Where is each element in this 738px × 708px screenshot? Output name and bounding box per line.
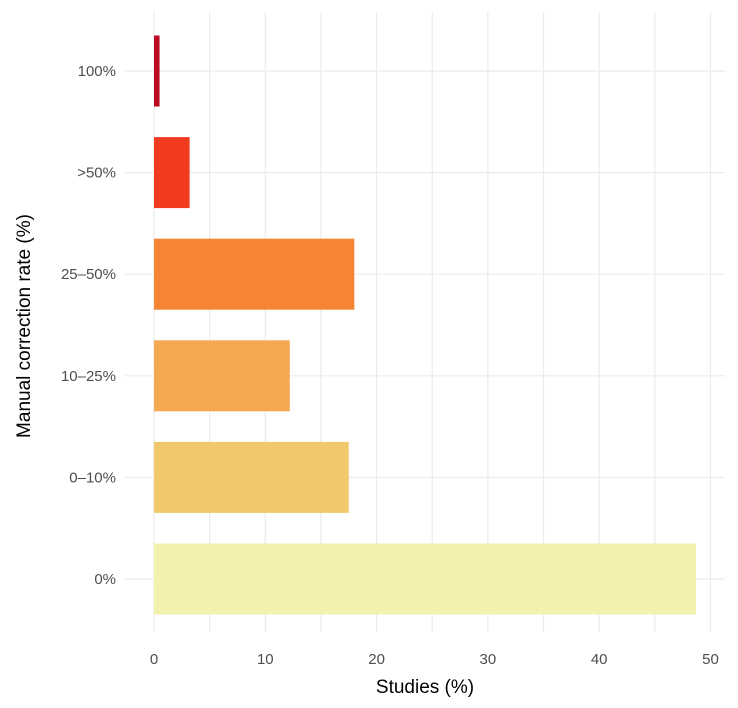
grid-lines [125,12,725,632]
bar [154,340,290,412]
y-tick-label: 0% [94,571,116,588]
x-tick-labels: 0 10 20 30 40 50 [150,651,719,668]
y-tick-label: 100% [78,63,116,80]
x-tick-label: 0 [150,651,158,668]
x-tick-label: 30 [480,651,497,668]
y-tick-label: 25–50% [61,266,116,283]
bar [154,441,349,513]
y-tick-label: >50% [77,165,116,182]
bar [154,543,697,615]
x-tick-label: 10 [257,651,274,668]
y-axis-title: Manual correction rate (%) [14,214,35,438]
bars [154,35,697,615]
x-axis-title: Studies (%) [376,677,474,698]
y-tick-label: 0–10% [69,469,116,486]
x-tick-label: 50 [702,651,719,668]
bar [154,35,160,107]
x-tick-label: 40 [591,651,608,668]
y-tick-labels: 100% >50% 25–50% 10–25% 0–10% 0% [61,63,116,588]
bar [154,137,190,209]
x-tick-label: 20 [368,651,385,668]
bar [154,238,355,310]
y-tick-label: 10–25% [61,368,116,385]
